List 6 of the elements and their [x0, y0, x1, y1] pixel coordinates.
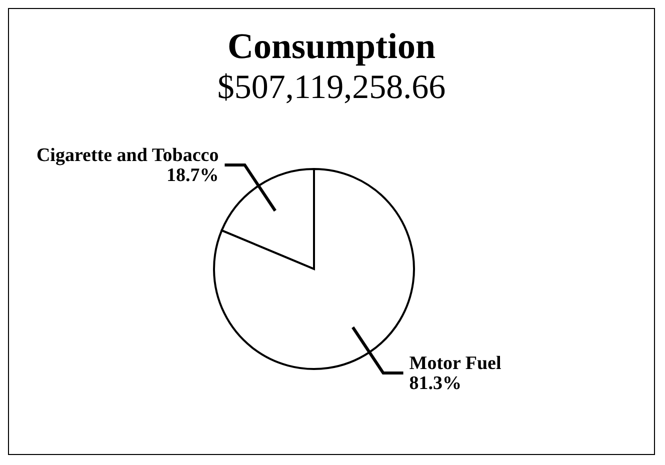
data-label: 18.7%: [166, 164, 219, 186]
chart-title: Consumption: [226, 25, 437, 67]
slice-label: Cigarette and Tobacco: [36, 144, 219, 166]
slice-label: Motor Fuel: [409, 353, 502, 374]
data-label: 81.3%: [409, 373, 462, 394]
chart-subtitle: $507,119,258.66: [216, 68, 447, 108]
